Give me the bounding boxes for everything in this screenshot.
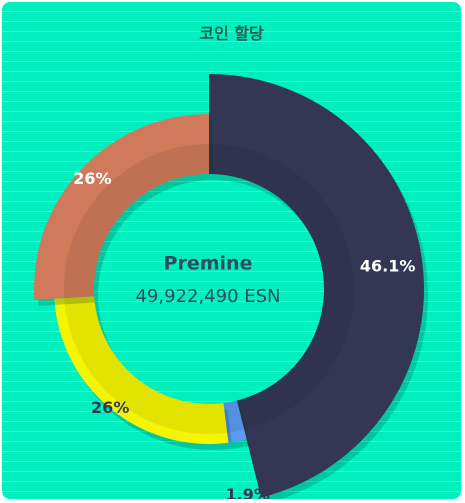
slice-2[interactable]	[54, 296, 229, 444]
slice-label: 26%	[73, 169, 111, 188]
donut-chart: 46.1% 1.9% 26% 26% Premine 49,922,490 ESN	[34, 74, 428, 499]
center-value: 49,922,490 ESN	[135, 286, 280, 307]
chart-frame: 코인 할당 46.1% 1.9% 26% 26% Premine 49,922,490 E…	[2, 2, 461, 499]
center-label: Premine	[164, 253, 253, 275]
slice-inner-shade	[223, 400, 245, 433]
slice-label: 26%	[91, 398, 129, 417]
slice-inner-shade	[64, 296, 228, 434]
slice-inner-shade	[64, 144, 209, 299]
slice-3[interactable]	[34, 114, 209, 300]
slice-1[interactable]	[223, 400, 247, 443]
chart-title: 코인 할당	[199, 24, 264, 43]
slice-label: 46.1%	[360, 257, 416, 276]
slice-0[interactable]	[209, 74, 425, 498]
slice-label: 1.9%	[226, 485, 270, 499]
slice-inner-shade	[209, 144, 355, 430]
